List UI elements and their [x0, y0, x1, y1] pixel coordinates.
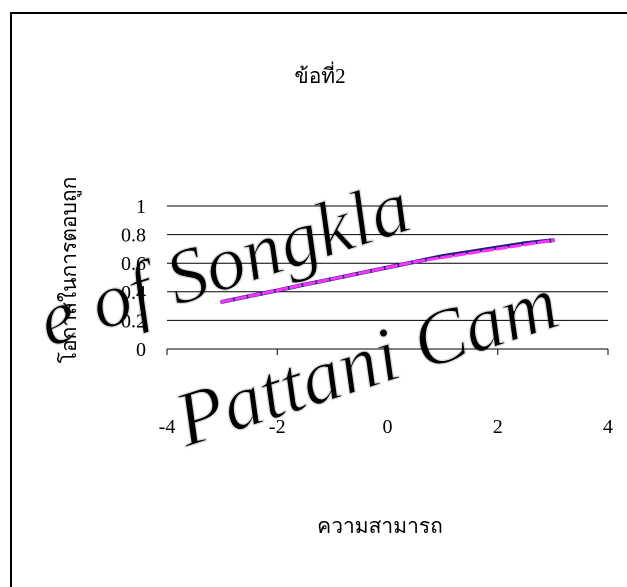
- series-lines: [220, 238, 555, 304]
- series-1-point-5: [358, 271, 362, 275]
- x-axis-label: ความสามารถ: [317, 514, 443, 538]
- grid: [167, 205, 608, 321]
- y-tick-label-4: 0.8: [121, 225, 146, 247]
- series-1-point-7: [413, 260, 417, 264]
- watermark: e of Songkla Pattani Cam: [26, 161, 569, 464]
- y-tick-label-0: 0: [136, 339, 146, 361]
- x-tick-labels: -4 -2 0 2 4: [159, 416, 613, 438]
- series-1-point-4: [330, 277, 334, 281]
- series-1-point-6: [385, 265, 390, 270]
- y-tick-label-5: 1: [136, 196, 146, 218]
- y-tick-label-3: 0.6: [121, 253, 146, 275]
- chart-frame: [10, 12, 627, 587]
- x-tick-label-3: 2: [493, 416, 503, 438]
- y-tick-labels: 0 0.2 0.4 0.6 0.8 1: [121, 196, 146, 361]
- series-1-point-3: [303, 283, 307, 287]
- x-tick-label-0: -4: [159, 416, 176, 438]
- x-tick-label-1: -2: [269, 416, 286, 438]
- series-1-point-11: [523, 243, 527, 247]
- series-1-point-1: [248, 294, 252, 298]
- x-tick-label-2: 0: [383, 416, 393, 438]
- x-axis: [166, 348, 609, 355]
- series-1-point-12: [551, 238, 555, 242]
- series-1-point-0: [220, 300, 224, 304]
- x-tick-label-4: 4: [603, 416, 613, 438]
- series-1-point-2: [275, 288, 279, 292]
- series-1-point-9: [468, 251, 472, 255]
- chart-title: ข้อที่2: [294, 61, 345, 88]
- y-tick-label-1: 0.2: [121, 310, 146, 332]
- series-1-point-8: [441, 255, 445, 260]
- y-axis-label: โอกาสในการตอบถูก: [57, 177, 82, 364]
- y-tick-label-2: 0.4: [121, 282, 146, 304]
- series-1-point-10: [496, 247, 500, 251]
